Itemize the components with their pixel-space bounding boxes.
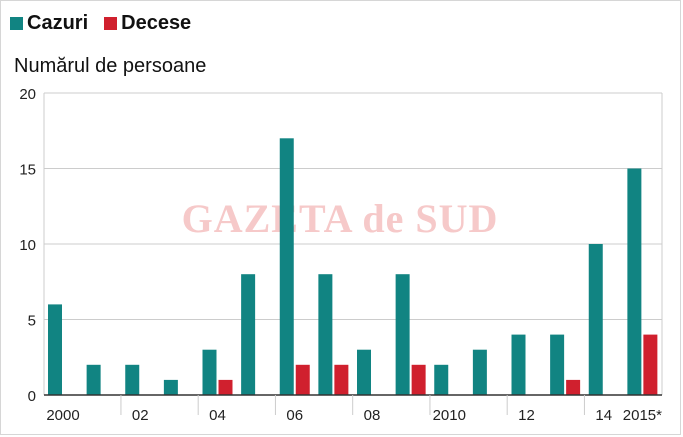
bar-cazuri	[434, 364, 449, 395]
y-tick-label: 20	[19, 86, 36, 103]
x-tick-label: 08	[364, 407, 381, 424]
grid-lines	[43, 92, 663, 395]
bar-cazuri	[511, 334, 526, 395]
y-tick-label: 0	[28, 388, 36, 405]
bar-cazuri	[588, 244, 603, 395]
y-axis-label: Numărul de persoane	[14, 55, 207, 77]
legend-label-decese: Decese	[121, 12, 192, 34]
bar-cazuri	[241, 274, 256, 395]
x-tick-label: 06	[286, 407, 303, 424]
x-tick-label: 12	[518, 407, 535, 424]
chart-legend: Cazuri Decese	[10, 12, 207, 35]
y-tick-label: 15	[19, 162, 36, 179]
legend-label-cazuri: Cazuri	[27, 12, 89, 34]
bar-decese	[295, 364, 310, 395]
x-tick-label: 2015*	[623, 407, 662, 424]
bar-cazuri	[627, 168, 642, 395]
axes: 0 5 10 15 20 2000 02 04 06 08 2010 12 14 2015*	[19, 86, 662, 424]
y-tick-label: 5	[28, 313, 36, 330]
bar-cazuri	[357, 349, 371, 395]
bar-decese	[334, 364, 349, 395]
watermark-text: GAZETA de SUD	[182, 196, 499, 241]
y-tick-label: 10	[19, 237, 36, 254]
x-tick-label: 14	[595, 407, 612, 424]
bar-decese	[218, 379, 233, 395]
bar-cazuri	[202, 349, 217, 395]
bar-decese	[566, 379, 581, 395]
bar-cazuri	[318, 274, 333, 395]
x-tick-label: 2010	[433, 407, 466, 424]
bar-decese	[643, 334, 658, 395]
bar-cazuri	[86, 364, 101, 395]
bar-cazuri	[472, 349, 487, 395]
bar-decese	[411, 364, 426, 395]
bar-cazuri	[395, 274, 410, 395]
x-tick-label: 04	[209, 407, 226, 424]
legend-swatch-cazuri	[10, 17, 23, 30]
x-tick-label: 2000	[46, 407, 79, 424]
bar-cazuri	[550, 334, 565, 395]
bars	[48, 138, 658, 396]
legend-item-decese: Decese	[104, 12, 191, 35]
bar-cazuri	[48, 304, 62, 395]
bar-cazuri	[125, 364, 140, 395]
bar-cazuri	[163, 379, 178, 395]
x-tick-label: 02	[132, 407, 149, 424]
bar-cazuri	[279, 138, 294, 396]
legend-swatch-decese	[104, 17, 118, 30]
legend-item-cazuri: Cazuri	[10, 12, 88, 35]
